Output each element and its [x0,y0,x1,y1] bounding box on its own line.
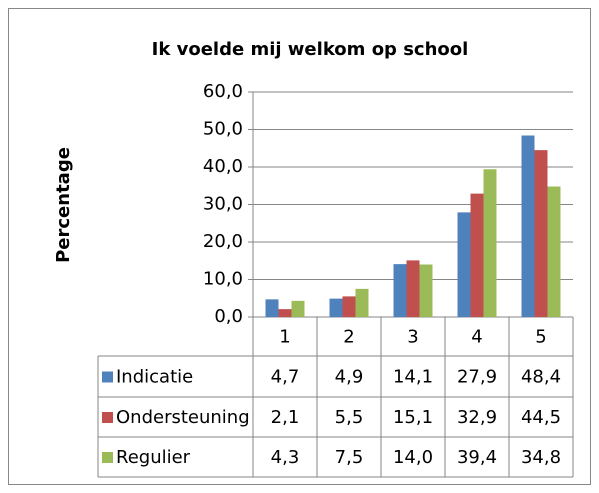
chart-border [8,8,591,485]
x-tick-label: 1 [279,327,290,348]
legend-label: Ondersteuning [116,407,250,428]
bar [534,150,548,317]
y-tick-label: 10,0 [203,269,243,290]
data-table-value: 4,7 [271,367,300,388]
x-tick-label: 3 [407,327,418,348]
bar [419,264,433,317]
legend-swatch [102,412,113,423]
x-tick-label: 2 [343,327,354,348]
data-table-value: 14,0 [393,447,433,468]
data-table-value: 44,5 [521,407,561,428]
data-table-value: 32,9 [457,407,497,428]
bar [457,212,471,317]
data-table-value: 4,9 [335,367,364,388]
data-table-value: 2,1 [271,407,300,428]
data-table-value: 34,8 [521,447,561,468]
bar [278,309,292,317]
bar [521,135,535,317]
legend-label: Indicatie [116,367,193,388]
bar [393,264,407,317]
bar [342,296,356,317]
bar [470,193,484,317]
x-tick-label: 5 [535,327,546,348]
y-axis-label: Percentage [53,147,74,263]
bar [329,298,343,317]
data-table-value: 14,1 [393,367,433,388]
bar [291,300,305,317]
y-tick-label: 50,0 [203,119,243,140]
legend-label: Regulier [116,447,191,468]
data-table-value: 5,5 [335,407,364,428]
bar [483,169,497,317]
data-table-value: 7,5 [335,447,364,468]
bar [547,186,561,317]
data-table-value: 4,3 [271,447,300,468]
data-table-value: 27,9 [457,367,497,388]
y-tick-label: 30,0 [203,194,243,215]
y-tick-label: 40,0 [203,156,243,177]
y-tick-label: 20,0 [203,231,243,252]
y-tick-label: 0,0 [214,306,243,327]
x-tick-label: 4 [471,327,482,348]
bar [406,260,420,317]
bar [355,288,369,317]
legend-swatch [102,452,113,463]
legend-swatch [102,371,113,383]
data-table-value: 39,4 [457,447,497,468]
data-table-value: 15,1 [393,407,433,428]
chart-title: Ik voelde mij welkom op school [152,39,469,60]
bar [265,299,279,317]
data-table-value: 48,4 [521,367,561,388]
y-tick-label: 60,0 [203,81,243,102]
